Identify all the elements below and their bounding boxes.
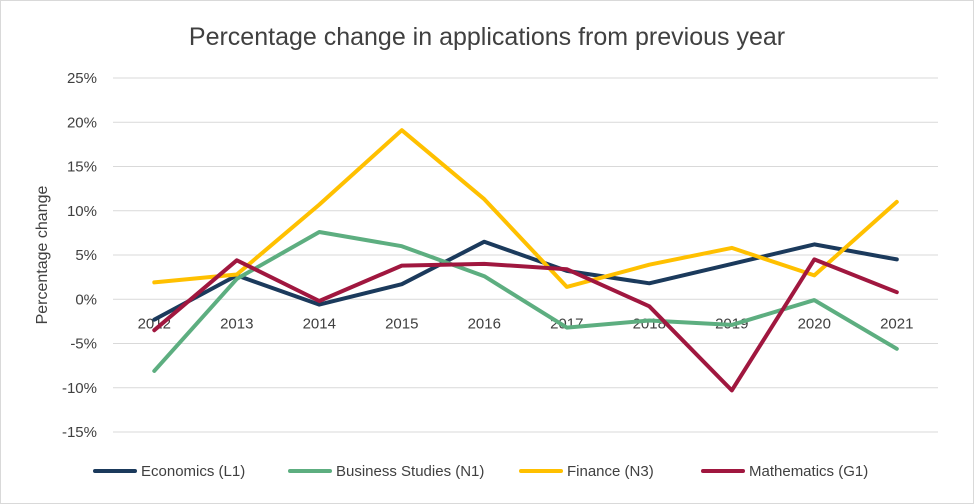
series-line-2 — [152, 230, 899, 373]
y-tick-label: 5% — [75, 247, 97, 264]
x-tick-label: 2021 — [880, 315, 913, 332]
y-tick-label: -5% — [70, 336, 97, 353]
gridlines — [113, 77, 938, 433]
x-tick-label: 2013 — [220, 315, 253, 332]
y-tick-label: 15% — [67, 159, 97, 176]
y-tick-label: -15% — [62, 424, 97, 441]
legend-label: Economics (L1) — [141, 463, 245, 480]
y-axis-label: Percentage change — [34, 186, 51, 325]
legend: Economics (L1) Business Studies (N1) Finan… — [93, 463, 868, 480]
y-tick-label: -10% — [62, 380, 97, 397]
series-line-3 — [152, 128, 899, 289]
y-tick-label: 0% — [75, 291, 97, 308]
series-line-4 — [152, 257, 899, 393]
x-tick-label: 2020 — [798, 315, 831, 332]
legend-label: Finance (N3) — [567, 463, 654, 480]
x-tick-label: 2014 — [303, 315, 336, 332]
x-tick-labels: 2012 2013 2014 2015 2016 2017 2018 2019 2020 2021 — [138, 315, 914, 332]
x-tick-label: 2012 — [138, 315, 171, 332]
legend-label: Business Studies (N1) — [336, 463, 484, 480]
y-tick-labels: -15% -10% -5% 0% 5% 10% 15% 20% 25% — [62, 70, 97, 441]
legend-label: Mathematics (G1) — [749, 463, 868, 480]
x-tick-label: 2016 — [468, 315, 501, 332]
x-tick-label: 2015 — [385, 315, 418, 332]
series-lines — [152, 128, 899, 393]
x-tick-label: 2017 — [550, 315, 583, 332]
y-tick-label: 25% — [67, 70, 97, 87]
series-line-1 — [152, 239, 899, 322]
chart-title: Percentage change in applications from p… — [189, 23, 785, 51]
y-tick-label: 20% — [67, 114, 97, 131]
y-tick-label: 10% — [67, 203, 97, 220]
